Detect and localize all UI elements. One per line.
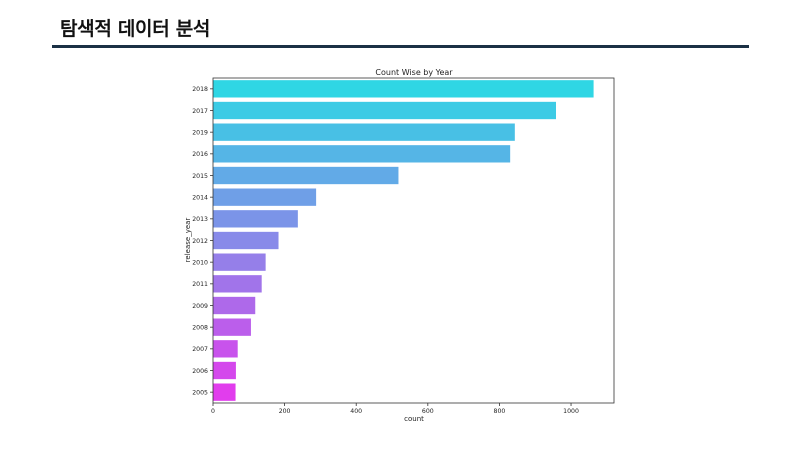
x-axis-label: count	[404, 415, 424, 423]
bar-2016	[213, 145, 511, 163]
y-tick-label: 2013	[192, 216, 208, 223]
slide-title: 탐색적 데이터 분석	[60, 18, 211, 40]
y-tick-label: 2010	[192, 259, 208, 266]
x-tick-label: 1000	[563, 408, 579, 415]
bar-2005	[213, 383, 236, 401]
y-tick-label: 2019	[192, 129, 208, 136]
bar-2012	[213, 231, 279, 250]
bar-2007	[213, 340, 238, 358]
y-tick-label: 2005	[192, 389, 208, 396]
chart-title: Count Wise by Year	[375, 68, 453, 77]
x-axis: 0 200 400 600 800 1000	[211, 403, 579, 415]
bars-layer	[213, 80, 594, 401]
y-tick-label: 2012	[192, 238, 208, 245]
bar-2017	[213, 101, 556, 120]
x-tick-label: 400	[350, 408, 362, 415]
y-tick-label: 2011	[192, 281, 208, 288]
bar-2008	[213, 318, 251, 336]
x-tick-label: 800	[494, 408, 506, 415]
bar-2014	[213, 188, 317, 206]
bar-2018	[213, 80, 594, 98]
y-axis: 2018 2017 2019 2016 2015 2014 2013 2012 2010 2011…	[192, 86, 213, 396]
bar-2009	[213, 296, 256, 315]
bar-2013	[213, 210, 298, 228]
bar-2019	[213, 123, 515, 141]
y-tick-label: 2015	[192, 173, 208, 180]
x-tick-label: 600	[422, 408, 434, 415]
y-tick-label: 2007	[192, 346, 208, 353]
bar-2006	[213, 361, 236, 380]
bar-2015	[213, 166, 399, 185]
y-axis-label: release_year	[184, 218, 192, 263]
bar-2010	[213, 253, 266, 271]
x-tick-label: 0	[211, 408, 215, 415]
y-tick-label: 2016	[192, 151, 208, 158]
y-tick-label: 2014	[192, 194, 208, 201]
y-tick-label: 2008	[192, 324, 208, 331]
y-tick-label: 2006	[192, 368, 208, 375]
bar-2011	[213, 275, 262, 293]
title-divider	[52, 45, 749, 48]
x-tick-label: 200	[279, 408, 291, 415]
y-tick-label: 2018	[192, 86, 208, 93]
y-tick-label: 2017	[192, 108, 208, 115]
y-tick-label: 2009	[192, 303, 208, 310]
